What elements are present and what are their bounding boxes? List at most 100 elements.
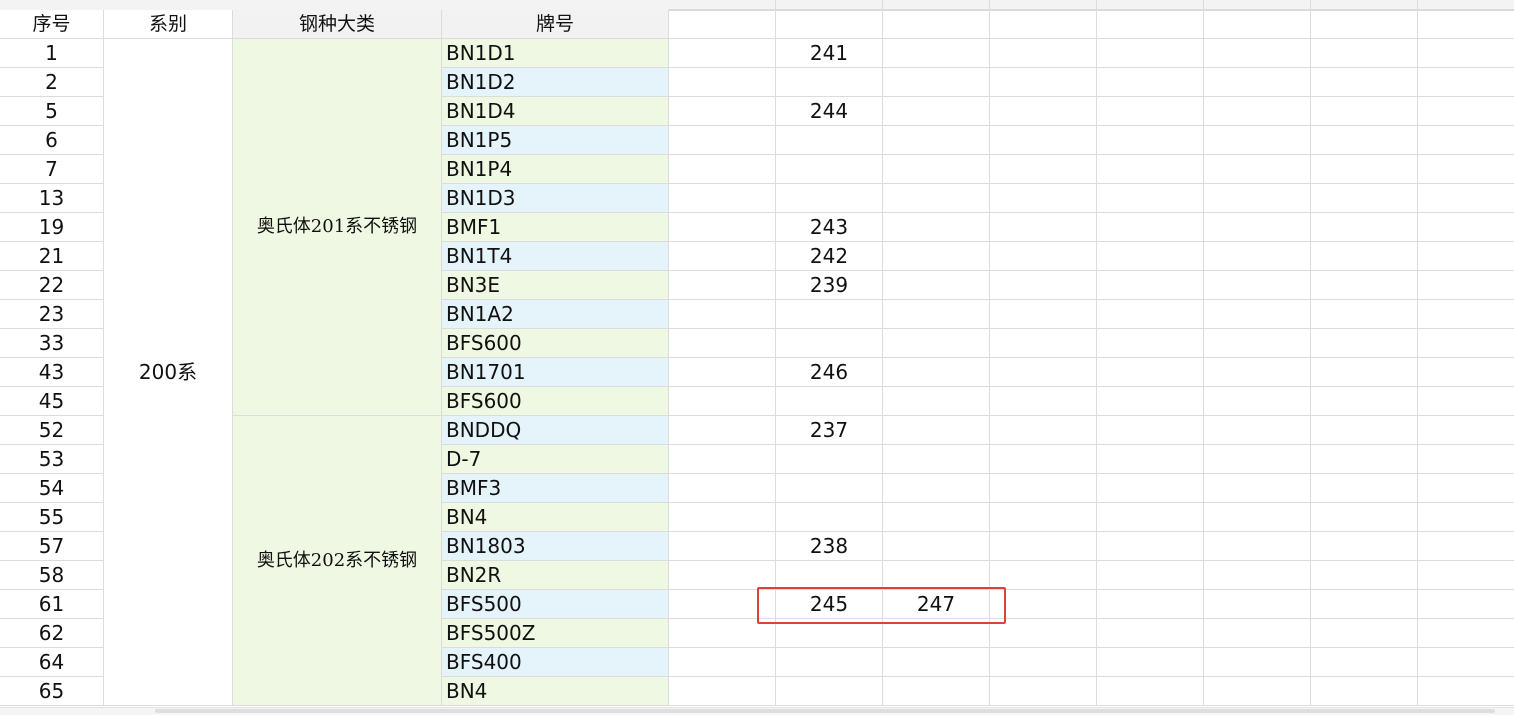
data-cell[interactable]: 247 <box>883 590 990 619</box>
seq-cell[interactable]: 58 <box>0 561 104 590</box>
grade-cell[interactable]: BFS500 <box>442 590 669 619</box>
column-header-cell[interactable] <box>1097 0 1204 10</box>
data-cell[interactable] <box>883 329 990 358</box>
data-cell[interactable] <box>990 358 1097 387</box>
data-cell[interactable] <box>1097 619 1204 648</box>
grade-cell[interactable]: BFS400 <box>442 648 669 677</box>
seq-cell[interactable]: 45 <box>0 387 104 416</box>
data-cell[interactable] <box>669 39 776 68</box>
data-cell[interactable] <box>1097 329 1204 358</box>
data-cell[interactable] <box>1311 155 1418 184</box>
data-cell[interactable] <box>1418 503 1514 532</box>
data-cell[interactable] <box>883 271 990 300</box>
data-cell[interactable] <box>1204 213 1311 242</box>
data-cell[interactable] <box>1418 184 1514 213</box>
data-cell[interactable] <box>776 677 883 706</box>
grade-cell[interactable]: BFS600 <box>442 387 669 416</box>
data-cell[interactable] <box>1204 68 1311 97</box>
data-cell[interactable] <box>776 329 883 358</box>
grade-cell[interactable]: BMF1 <box>442 213 669 242</box>
grade-cell[interactable]: BN1A2 <box>442 300 669 329</box>
data-cell[interactable] <box>1311 387 1418 416</box>
seq-cell[interactable]: 22 <box>0 271 104 300</box>
data-cell[interactable] <box>669 68 776 97</box>
data-cell[interactable] <box>1418 300 1514 329</box>
header-row-cell[interactable] <box>990 10 1097 39</box>
seq-cell[interactable]: 53 <box>0 445 104 474</box>
data-cell[interactable] <box>1311 300 1418 329</box>
data-cell[interactable] <box>883 213 990 242</box>
data-cell[interactable] <box>1204 648 1311 677</box>
data-cell[interactable] <box>883 445 990 474</box>
seq-cell[interactable]: 13 <box>0 184 104 213</box>
data-cell[interactable] <box>669 532 776 561</box>
data-cell[interactable] <box>1311 648 1418 677</box>
data-cell[interactable] <box>1418 648 1514 677</box>
data-cell[interactable] <box>669 387 776 416</box>
data-cell[interactable] <box>883 97 990 126</box>
column-header-cell[interactable] <box>1311 0 1418 10</box>
data-cell[interactable] <box>669 242 776 271</box>
category-merged-cell[interactable]: 奥氏体202系不锈钢 <box>233 416 442 706</box>
data-cell[interactable] <box>776 474 883 503</box>
grade-cell[interactable]: BN1803 <box>442 532 669 561</box>
data-cell[interactable] <box>990 503 1097 532</box>
data-cell[interactable] <box>1097 358 1204 387</box>
data-cell[interactable] <box>1311 445 1418 474</box>
data-cell[interactable] <box>1311 242 1418 271</box>
data-cell[interactable] <box>669 561 776 590</box>
data-cell[interactable] <box>669 271 776 300</box>
header-seq[interactable]: 序号 <box>0 10 104 39</box>
data-cell[interactable]: 238 <box>776 532 883 561</box>
grade-cell[interactable]: BFS600 <box>442 329 669 358</box>
data-cell[interactable] <box>990 329 1097 358</box>
grade-cell[interactable]: BN3E <box>442 271 669 300</box>
column-header-cell[interactable] <box>669 0 776 10</box>
header-row-cell[interactable] <box>776 10 883 39</box>
grade-cell[interactable]: BN1P4 <box>442 155 669 184</box>
data-cell[interactable] <box>669 329 776 358</box>
data-cell[interactable] <box>669 474 776 503</box>
data-cell[interactable] <box>1204 532 1311 561</box>
data-cell[interactable] <box>1097 300 1204 329</box>
data-cell[interactable] <box>883 39 990 68</box>
data-cell[interactable] <box>1311 39 1418 68</box>
seq-cell[interactable]: 61 <box>0 590 104 619</box>
data-cell[interactable] <box>883 358 990 387</box>
seq-cell[interactable]: 21 <box>0 242 104 271</box>
data-cell[interactable] <box>1311 561 1418 590</box>
seq-cell[interactable]: 2 <box>0 68 104 97</box>
data-cell[interactable] <box>1204 416 1311 445</box>
data-cell[interactable] <box>883 561 990 590</box>
grade-cell[interactable]: BFS500Z <box>442 619 669 648</box>
seq-cell[interactable]: 62 <box>0 619 104 648</box>
data-cell[interactable] <box>990 677 1097 706</box>
header-row-cell[interactable] <box>1311 10 1418 39</box>
seq-cell[interactable]: 64 <box>0 648 104 677</box>
data-cell[interactable]: 237 <box>776 416 883 445</box>
data-cell[interactable] <box>990 242 1097 271</box>
data-cell[interactable] <box>669 300 776 329</box>
data-cell[interactable] <box>776 387 883 416</box>
seq-cell[interactable]: 5 <box>0 97 104 126</box>
grade-cell[interactable]: BN1P5 <box>442 126 669 155</box>
data-cell[interactable] <box>1418 677 1514 706</box>
data-cell[interactable] <box>990 184 1097 213</box>
data-cell[interactable] <box>1311 213 1418 242</box>
data-cell[interactable] <box>1097 387 1204 416</box>
data-cell[interactable] <box>1097 271 1204 300</box>
column-header-cell[interactable] <box>1418 0 1514 10</box>
data-cell[interactable] <box>1311 184 1418 213</box>
data-cell[interactable] <box>883 300 990 329</box>
data-cell[interactable] <box>669 126 776 155</box>
data-cell[interactable] <box>669 155 776 184</box>
data-cell[interactable] <box>1418 387 1514 416</box>
data-cell[interactable] <box>1204 300 1311 329</box>
grade-cell[interactable]: BN4 <box>442 503 669 532</box>
data-cell[interactable] <box>1097 561 1204 590</box>
data-cell[interactable]: 245 <box>776 590 883 619</box>
data-cell[interactable] <box>883 677 990 706</box>
seq-cell[interactable]: 6 <box>0 126 104 155</box>
data-cell[interactable] <box>669 416 776 445</box>
data-cell[interactable] <box>883 648 990 677</box>
